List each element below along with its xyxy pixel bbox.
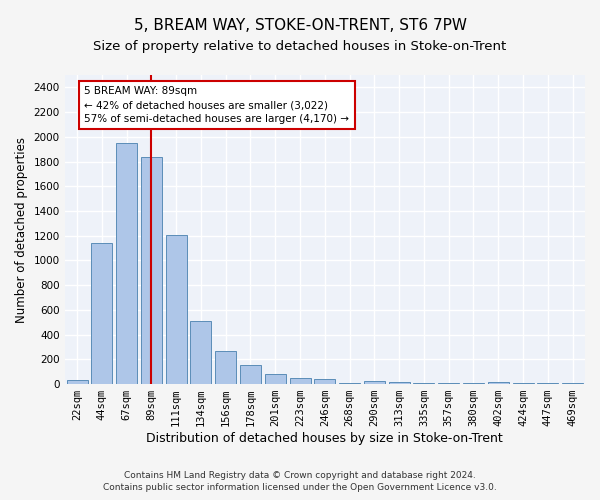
Bar [364, 381, 385, 384]
Bar [290, 378, 311, 384]
Bar [240, 365, 261, 384]
Bar [215, 352, 236, 384]
Bar [314, 378, 335, 384]
Bar [166, 235, 187, 384]
Text: Contains HM Land Registry data © Crown copyright and database right 2024.
Contai: Contains HM Land Registry data © Crown c… [103, 471, 497, 492]
Bar [389, 382, 410, 384]
Bar [488, 382, 509, 384]
Bar [141, 157, 162, 384]
Bar [91, 242, 112, 384]
X-axis label: Distribution of detached houses by size in Stoke-on-Trent: Distribution of detached houses by size … [146, 432, 503, 445]
Bar [190, 321, 211, 384]
Bar [116, 143, 137, 384]
Bar [67, 380, 88, 384]
Text: Size of property relative to detached houses in Stoke-on-Trent: Size of property relative to detached ho… [94, 40, 506, 53]
Y-axis label: Number of detached properties: Number of detached properties [15, 136, 28, 322]
Text: 5 BREAM WAY: 89sqm
← 42% of detached houses are smaller (3,022)
57% of semi-deta: 5 BREAM WAY: 89sqm ← 42% of detached hou… [85, 86, 349, 124]
Bar [265, 374, 286, 384]
Text: 5, BREAM WAY, STOKE-ON-TRENT, ST6 7PW: 5, BREAM WAY, STOKE-ON-TRENT, ST6 7PW [133, 18, 467, 32]
